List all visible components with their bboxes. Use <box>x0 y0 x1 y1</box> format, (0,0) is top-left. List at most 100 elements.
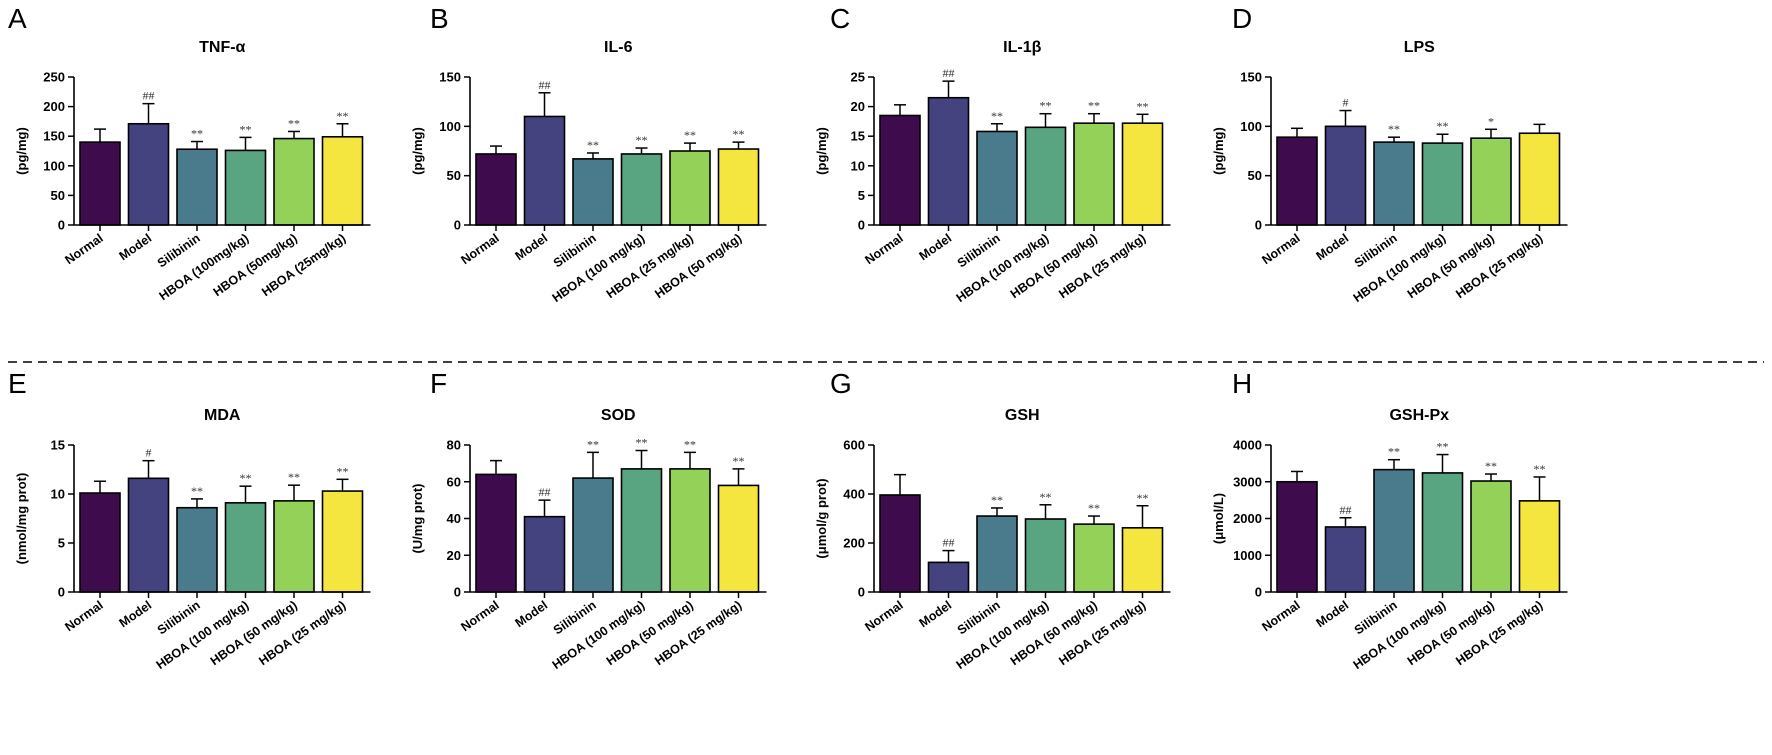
bar <box>1518 500 1561 593</box>
x-tick-label: HBOA (50 mg/kg) <box>652 231 744 301</box>
significance-mark: ** <box>991 493 1003 507</box>
significance-mark: ** <box>1388 122 1400 136</box>
bar <box>176 148 218 226</box>
bar <box>1024 518 1067 593</box>
panel-letter: H <box>1232 368 1252 399</box>
bar <box>1073 122 1115 226</box>
bar <box>927 96 970 226</box>
x-tick-label: HBOA (50mg/kg) <box>211 231 300 299</box>
chart-title: IL-1β <box>1003 39 1041 56</box>
y-axis-label: (pg/mg) <box>814 127 829 175</box>
bar <box>1421 142 1464 226</box>
x-tick-label: Normal <box>1259 231 1302 267</box>
panel-letter: E <box>8 368 27 399</box>
y-tick-label: 100 <box>1240 119 1262 134</box>
y-tick-label: 0 <box>858 218 865 233</box>
significance-mark: ## <box>943 536 955 550</box>
y-tick-label: 200 <box>43 99 65 114</box>
bar <box>321 490 364 593</box>
x-tick-label: Model <box>513 231 551 263</box>
y-tick-label: 10 <box>51 487 65 502</box>
significance-mark: ## <box>539 485 551 499</box>
bar <box>127 477 170 593</box>
bar <box>1024 126 1067 226</box>
panel-letter: D <box>1232 3 1252 34</box>
bar <box>572 477 614 593</box>
x-tick-label: HBOA (50 mg/kg) <box>1008 598 1100 668</box>
x-tick-label: Normal <box>862 231 905 267</box>
panel-letter: C <box>830 3 850 34</box>
x-tick-label: HBOA (25 mg/kg) <box>652 598 744 668</box>
bar <box>224 149 267 226</box>
significance-mark: ** <box>1137 491 1149 505</box>
chart-title: IL-6 <box>604 39 633 56</box>
significance-mark: ** <box>288 116 300 130</box>
x-tick-label: HBOA (25 mg/kg) <box>1453 598 1545 668</box>
y-tick-label: 0 <box>454 585 461 600</box>
bar <box>976 130 1018 226</box>
x-tick-label: HBOA (50 mg/kg) <box>1008 231 1100 301</box>
significance-mark: ** <box>684 437 696 451</box>
y-tick-label: 2000 <box>1233 511 1262 526</box>
bar <box>79 492 121 593</box>
x-tick-label: Normal <box>458 598 501 634</box>
significance-mark: ** <box>1437 119 1449 133</box>
bar <box>572 158 614 226</box>
significance-mark: # <box>146 446 152 460</box>
significance-mark: ** <box>337 109 349 123</box>
chart-title: SOD <box>601 407 636 424</box>
bar <box>1470 480 1512 593</box>
y-tick-label: 600 <box>843 438 865 453</box>
x-tick-label: Model <box>917 598 955 630</box>
y-tick-label: 0 <box>58 585 65 600</box>
significance-mark: ## <box>943 66 955 80</box>
y-tick-label: 50 <box>447 168 461 183</box>
y-tick-label: 200 <box>843 536 865 551</box>
x-tick-label: HBOA (25 mg/kg) <box>1056 598 1148 668</box>
x-tick-label: Normal <box>62 598 105 634</box>
y-axis-label: (pg/mg) <box>410 127 425 175</box>
significance-mark: ** <box>191 484 203 498</box>
bar <box>669 150 711 226</box>
bar <box>1373 141 1415 226</box>
x-tick-label: HBOA (25 mg/kg) <box>1056 231 1148 301</box>
y-tick-label: 0 <box>858 585 865 600</box>
y-tick-label: 40 <box>447 511 461 526</box>
bar <box>620 468 663 593</box>
y-tick-label: 250 <box>43 70 65 85</box>
panel-letter: G <box>830 368 852 399</box>
significance-mark: ** <box>587 437 599 451</box>
chart-title: LPS <box>1404 39 1435 56</box>
significance-mark: ** <box>191 127 203 141</box>
panel-letter: B <box>430 3 449 34</box>
significance-mark: ** <box>1040 99 1052 113</box>
y-tick-label: 100 <box>439 119 461 134</box>
y-axis-label: (U/mg prot) <box>410 483 425 553</box>
significance-mark: ** <box>240 471 252 485</box>
bar <box>1073 523 1115 593</box>
y-tick-label: 80 <box>447 438 461 453</box>
x-tick-label: Normal <box>62 231 105 267</box>
bar <box>717 148 760 226</box>
y-tick-label: 0 <box>58 218 65 233</box>
bar <box>927 561 970 593</box>
y-tick-label: 1000 <box>1233 548 1262 563</box>
x-tick-label: HBOA (25mg/kg) <box>259 231 348 299</box>
significance-mark: ** <box>1137 99 1149 113</box>
x-tick-label: HBOA (25 mg/kg) <box>604 231 696 301</box>
bar <box>523 115 566 226</box>
bar <box>273 137 315 226</box>
significance-mark: ## <box>143 89 155 103</box>
bar <box>224 502 267 593</box>
significance-mark: ** <box>636 133 648 147</box>
chart-title: MDA <box>204 407 241 424</box>
bar <box>1121 527 1164 593</box>
bar <box>1121 122 1164 226</box>
significance-mark: ** <box>1534 462 1546 476</box>
bar <box>1324 526 1367 593</box>
x-tick-label: HBOA (100mg/kg) <box>157 231 252 303</box>
significance-mark: ## <box>539 78 551 92</box>
x-tick-label: HBOA (50 mg/kg) <box>1405 598 1497 668</box>
bar <box>79 141 121 226</box>
bar <box>717 484 760 593</box>
